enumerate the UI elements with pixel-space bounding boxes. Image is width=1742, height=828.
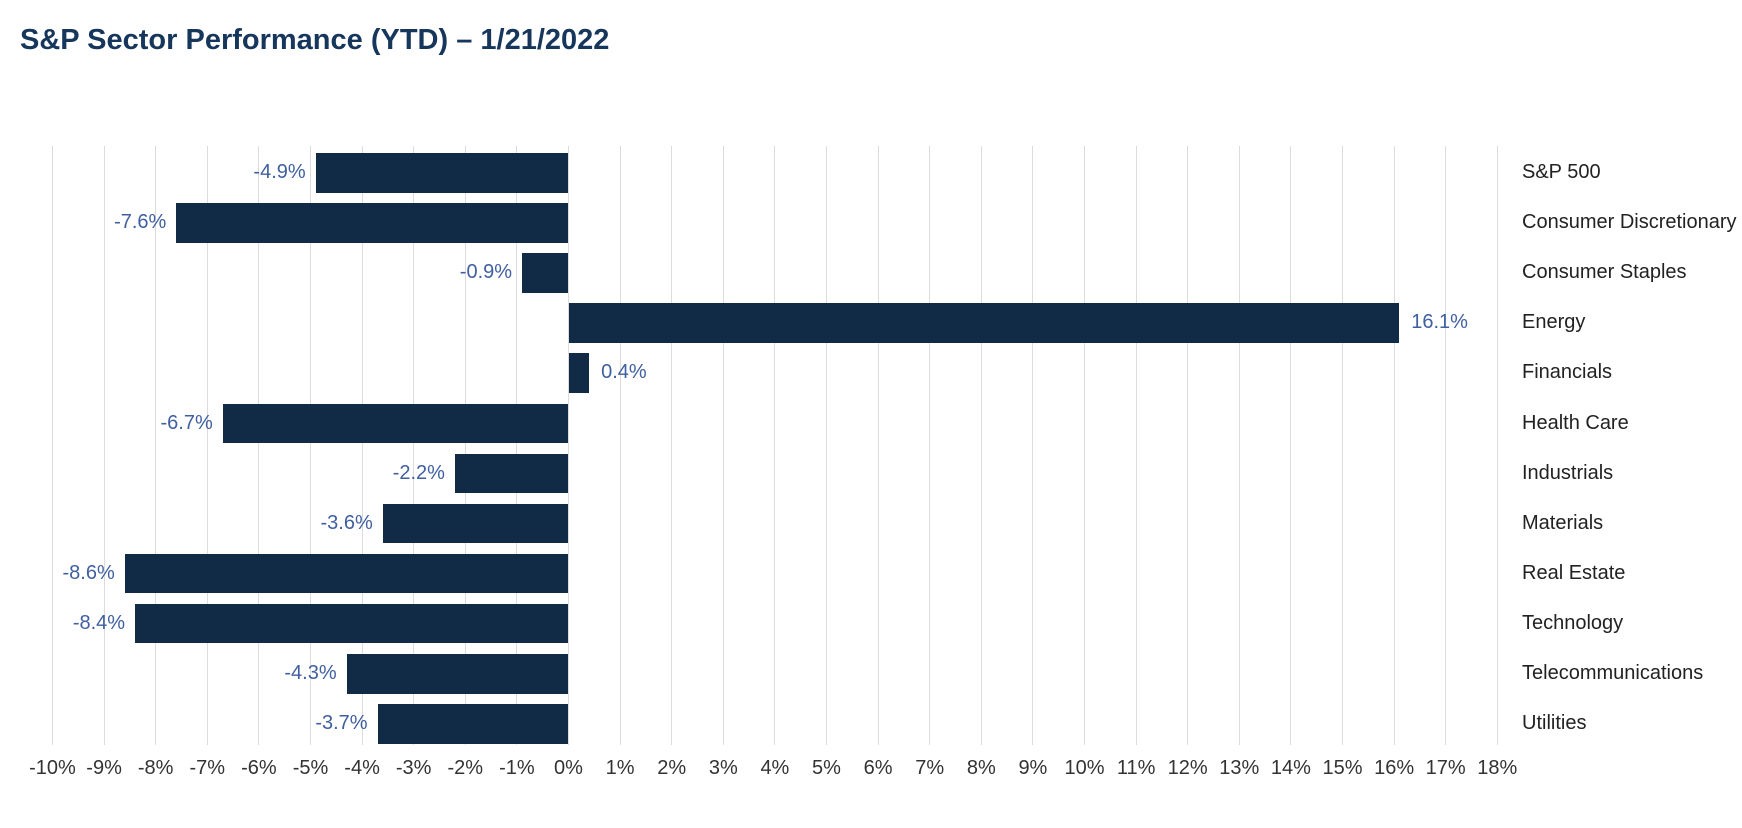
- gridline: [1135, 146, 1137, 745]
- category-label: Utilities: [1522, 712, 1587, 735]
- x-tick-label: 11%: [1116, 757, 1156, 779]
- value-label: -8.6%: [62, 561, 115, 584]
- gridline: [103, 146, 105, 745]
- gridline: [413, 146, 415, 745]
- gridline: [1238, 146, 1240, 745]
- x-tick-label: 6%: [863, 757, 893, 779]
- gridline: [774, 146, 776, 745]
- gridline: [52, 146, 53, 745]
- category-label: Energy: [1522, 311, 1586, 334]
- category-label: Technology: [1522, 611, 1624, 634]
- value-label: -7.6%: [114, 211, 167, 234]
- value-label: -2.2%: [392, 461, 445, 484]
- bar: [568, 353, 590, 393]
- x-tick-label: 7%: [915, 757, 945, 779]
- bar: [454, 453, 569, 494]
- x-tick-label: 4%: [760, 757, 790, 779]
- x-tick-label: 10%: [1064, 757, 1105, 779]
- x-tick-label: 15%: [1322, 757, 1363, 779]
- x-tick-label: -2%: [447, 757, 484, 779]
- gridline: [929, 146, 931, 745]
- x-tick-label: -5%: [292, 757, 329, 779]
- x-tick-label: 0%: [554, 757, 583, 779]
- gridline: [1032, 146, 1034, 745]
- value-label: -8.4%: [72, 611, 126, 634]
- x-tick-label: -4%: [344, 757, 380, 779]
- value-label: -3.6%: [320, 511, 373, 534]
- chart-title: S&P Sector Performance (YTD) – 1/21/2022: [20, 24, 610, 56]
- x-tick-label: 18%: [1477, 757, 1518, 779]
- x-tick-label: -3%: [395, 757, 432, 779]
- gridline: [1084, 146, 1085, 745]
- bar: [382, 503, 569, 544]
- category-label: Consumer Staples: [1522, 261, 1687, 284]
- category-label: S&P 500: [1522, 161, 1601, 183]
- gridline: [1445, 146, 1447, 745]
- gridline: [1496, 146, 1498, 745]
- x-tick-label: 8%: [966, 757, 996, 779]
- gridline: [206, 146, 208, 745]
- x-tick-label: 9%: [1018, 757, 1048, 779]
- bar: [176, 203, 569, 243]
- x-tick-label: -9%: [86, 757, 122, 779]
- value-label: 0.4%: [601, 361, 647, 384]
- value-label: -4.3%: [284, 662, 337, 684]
- value-label: 16.1%: [1411, 311, 1468, 334]
- gridline: [361, 146, 363, 745]
- x-tick-label: 3%: [708, 757, 738, 779]
- gridline: [155, 146, 157, 745]
- x-tick-label: 14%: [1270, 757, 1311, 779]
- gridline: [1187, 146, 1189, 745]
- x-tick-label: -10%: [29, 757, 76, 779]
- bar: [135, 603, 569, 644]
- category-label: Materials: [1522, 511, 1604, 534]
- gridline: [258, 146, 260, 745]
- value-label: -3.7%: [315, 712, 368, 735]
- bar: [522, 253, 569, 293]
- category-label: Industrials: [1522, 461, 1614, 484]
- gridline: [980, 146, 982, 745]
- gridline: [1393, 146, 1395, 745]
- gridline: [671, 146, 673, 745]
- gridline: [826, 146, 827, 745]
- x-tick-label: 1%: [605, 757, 635, 779]
- gridline: [516, 146, 518, 745]
- bar: [377, 704, 569, 744]
- x-tick-label: -7%: [189, 757, 226, 779]
- x-tick-label: -6%: [241, 757, 277, 779]
- category-label: Real Estate: [1522, 561, 1626, 584]
- x-tick-label: 5%: [812, 757, 841, 779]
- gridline: [1290, 146, 1292, 745]
- category-label: Consumer Discretionary: [1522, 211, 1737, 234]
- x-tick-label: 16%: [1374, 757, 1415, 779]
- gridline: [722, 146, 724, 745]
- category-label: Financials: [1522, 361, 1613, 384]
- x-tick-label: 2%: [657, 757, 687, 779]
- x-tick-label: 13%: [1219, 757, 1260, 779]
- x-tick-label: -1%: [499, 757, 535, 779]
- bar: [315, 153, 569, 193]
- value-label: -0.9%: [459, 261, 513, 284]
- bar: [124, 553, 569, 594]
- x-tick-label: -8%: [137, 757, 174, 779]
- gridline: [464, 146, 466, 745]
- category-label: Telecommunications: [1522, 662, 1704, 684]
- bar: [222, 403, 569, 443]
- gridline: [619, 146, 621, 745]
- bar: [346, 654, 569, 694]
- category-label: Health Care: [1522, 411, 1629, 434]
- gridline: [310, 146, 311, 745]
- gridline: [1342, 146, 1343, 745]
- gridline: [877, 146, 879, 745]
- bar: [568, 303, 1400, 343]
- x-tick-label: 12%: [1167, 757, 1208, 779]
- value-label: -4.9%: [253, 161, 306, 183]
- gridline: [568, 146, 569, 745]
- x-tick-label: 17%: [1425, 757, 1466, 779]
- value-label: -6.7%: [160, 411, 213, 434]
